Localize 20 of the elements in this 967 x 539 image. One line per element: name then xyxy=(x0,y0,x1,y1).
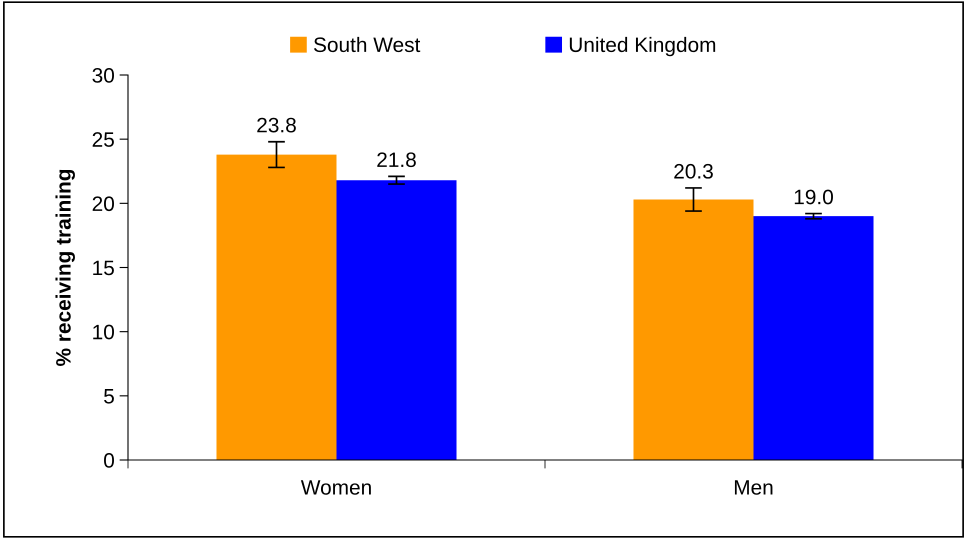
y-tick-label: 0 xyxy=(104,453,114,468)
y-axis-title: % receiving training xyxy=(55,170,75,366)
y-tick-label: 20 xyxy=(92,196,114,212)
data-label: 21.8 xyxy=(377,152,416,168)
bar xyxy=(633,199,754,460)
y-tick-label: 5 xyxy=(104,389,114,404)
x-tick-label: Women xyxy=(300,480,371,495)
bar xyxy=(216,154,336,460)
legend-label: United Kingdom xyxy=(570,36,716,56)
y-tick-label: 30 xyxy=(92,68,114,83)
y-tick-label: 25 xyxy=(92,132,114,147)
data-label: 20.3 xyxy=(674,164,713,179)
bar xyxy=(336,180,457,460)
y-tick-label: 10 xyxy=(93,324,114,340)
x-tick-label: Men xyxy=(734,480,772,495)
y-tick-label: 15 xyxy=(93,260,114,276)
data-label: 23.8 xyxy=(257,118,296,132)
legend-label: South West xyxy=(314,36,420,52)
data-label: 19.0 xyxy=(794,190,833,204)
bar xyxy=(754,216,874,460)
